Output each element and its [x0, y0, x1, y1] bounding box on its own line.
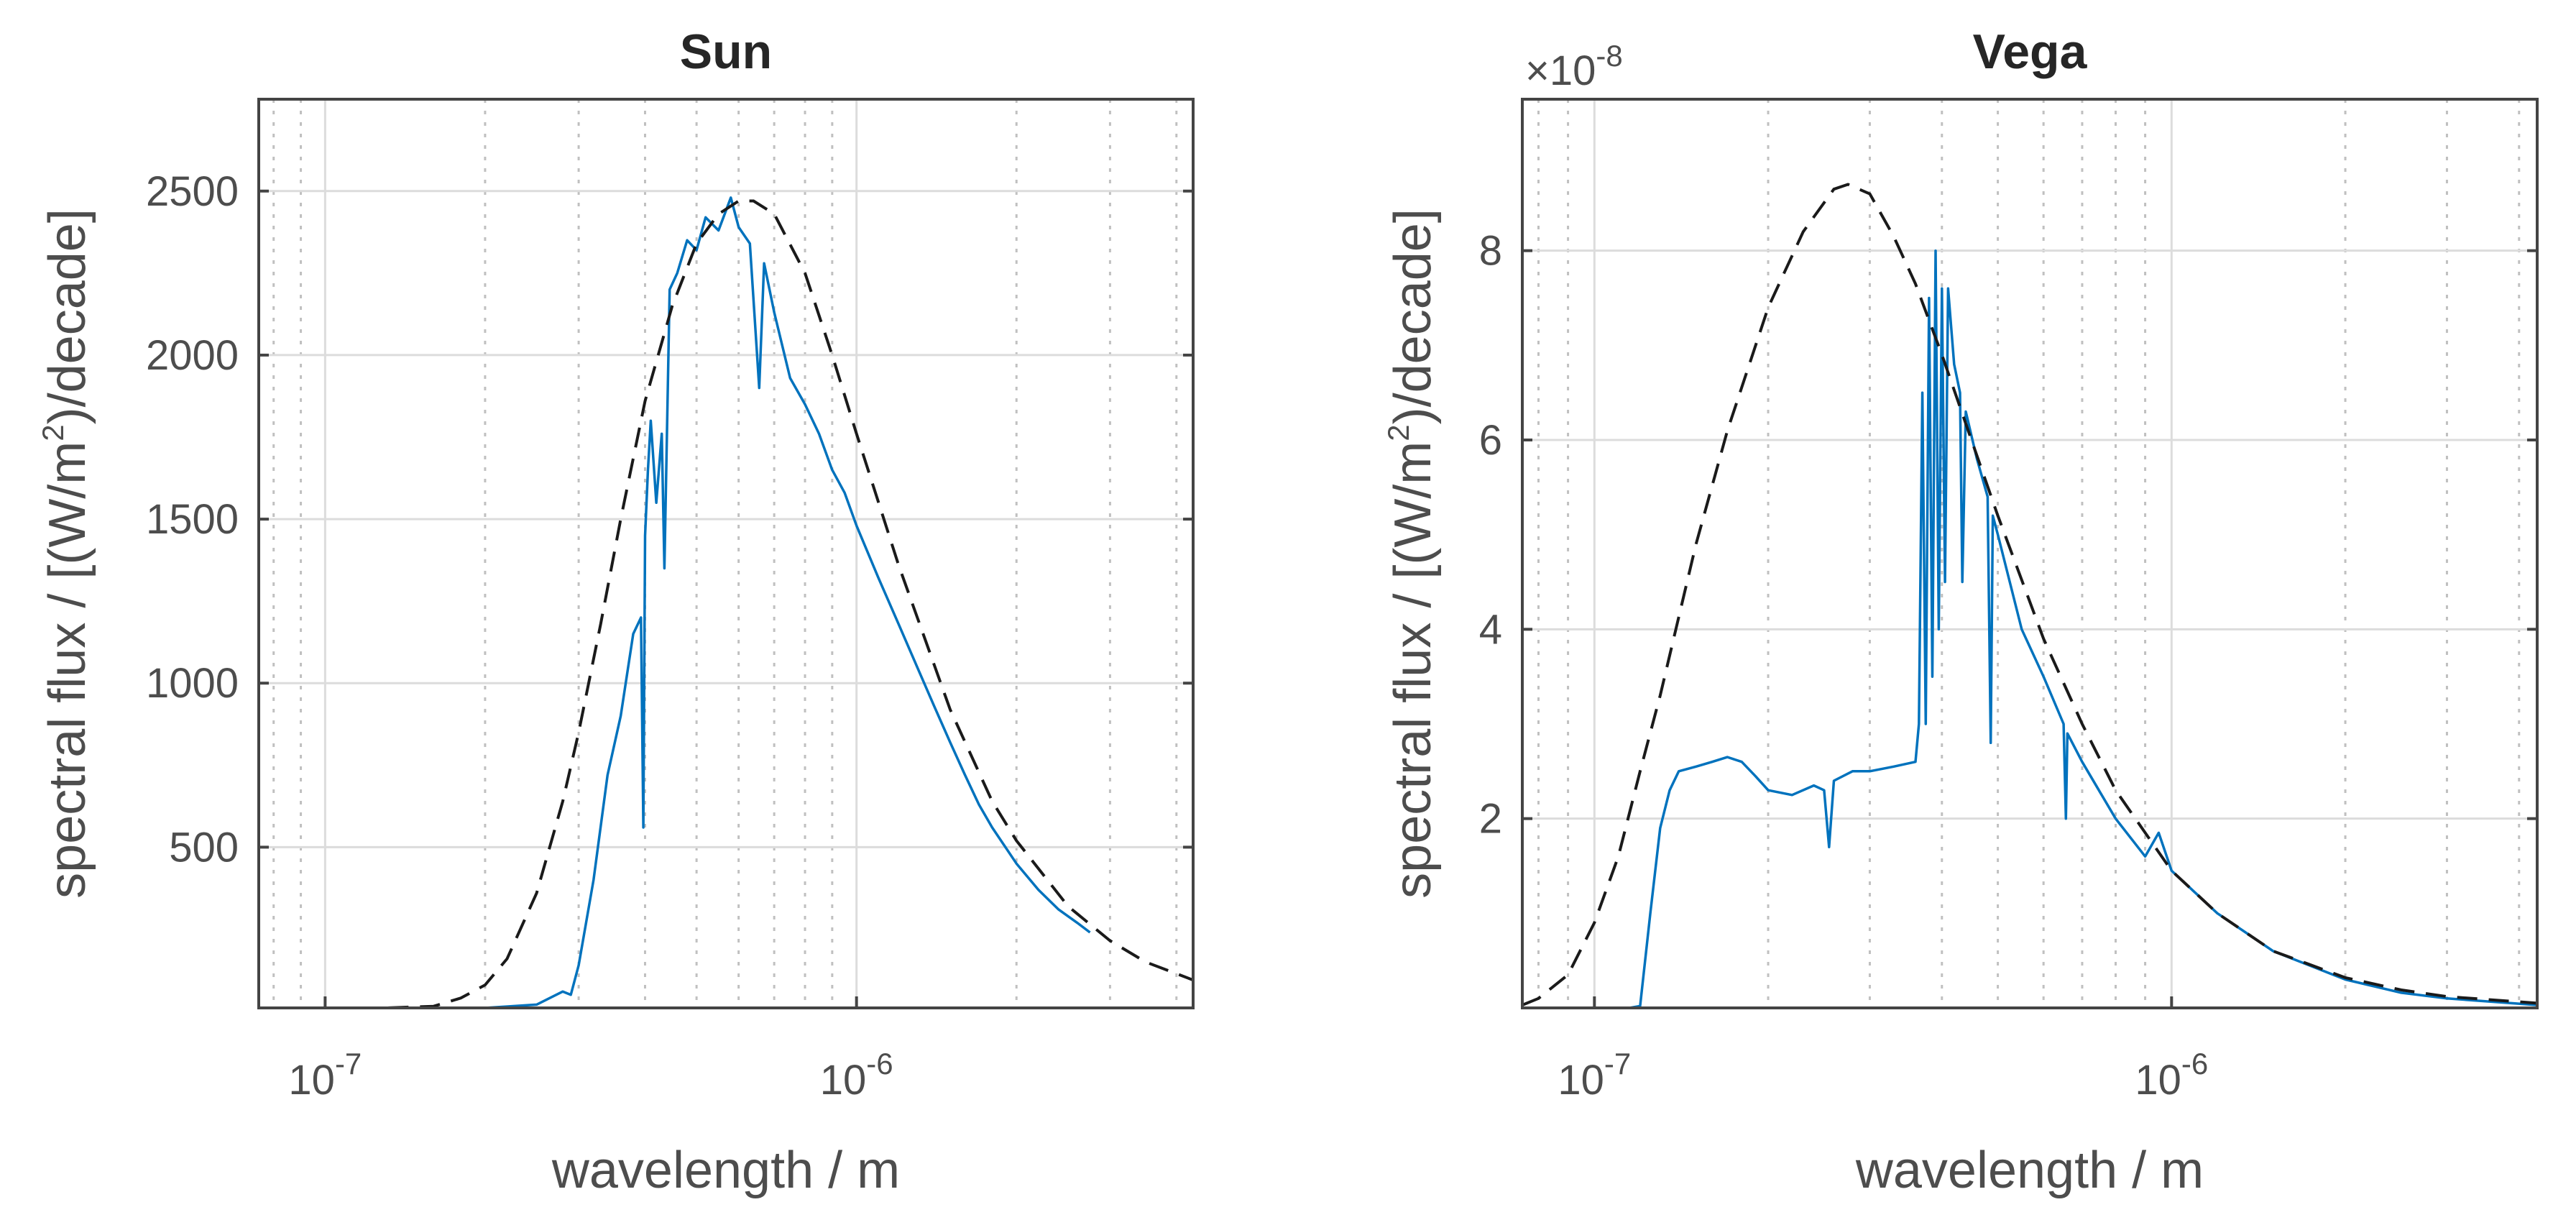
- vega-ytick-label: 6: [1479, 417, 1502, 464]
- sun-ytick-label: 2500: [146, 168, 239, 215]
- vega-blackbody-line: [1522, 183, 2538, 1006]
- vega-axes-frame: [1521, 98, 2539, 1009]
- sun-spectrum-line: [325, 196, 1091, 1009]
- sun-title: Sun: [680, 24, 772, 79]
- sun-ylabel: spectral flux / [(W/m2)/decade]: [36, 208, 96, 899]
- vega-ylabel: spectral flux / [(W/m2)/decade]: [1381, 208, 1442, 899]
- sun-xtick-label: 10-6: [820, 1047, 893, 1104]
- sun-ytick-label: 500: [169, 824, 239, 871]
- vega-ytick-label: 4: [1479, 606, 1502, 653]
- sun-ytick-label: 1500: [146, 496, 239, 543]
- sun-ytick-label: 1000: [146, 660, 239, 707]
- vega-title: Vega: [1973, 24, 2088, 79]
- vega-ytick-label: 8: [1479, 228, 1502, 275]
- sun-xtick-label: 10-7: [288, 1047, 362, 1104]
- vega-ytick-label: 2: [1479, 796, 1502, 843]
- sun-axes-frame: [257, 98, 1195, 1009]
- vega-xlabel: wavelength / m: [1855, 1142, 2204, 1199]
- vega-xtick-label: 10-7: [1558, 1047, 1631, 1104]
- vega-xtick-label: 10-6: [2135, 1047, 2208, 1104]
- vega-spectrum-line: [1581, 249, 2538, 1009]
- sun-panel: 500 1000 1500 2000 2500 10-7 10-6 Sun waveleng…: [36, 24, 1195, 1199]
- vega-panel: 2 4 6 8 10-7 10-6 Vega wavelength / m spectra…: [1381, 24, 2539, 1199]
- sun-ytick-label: 2000: [146, 332, 239, 379]
- sun-blackbody-line: [325, 199, 1194, 1009]
- vega-exponent-label: ×10-8: [1525, 39, 1623, 94]
- sun-xlabel: wavelength / m: [551, 1142, 900, 1199]
